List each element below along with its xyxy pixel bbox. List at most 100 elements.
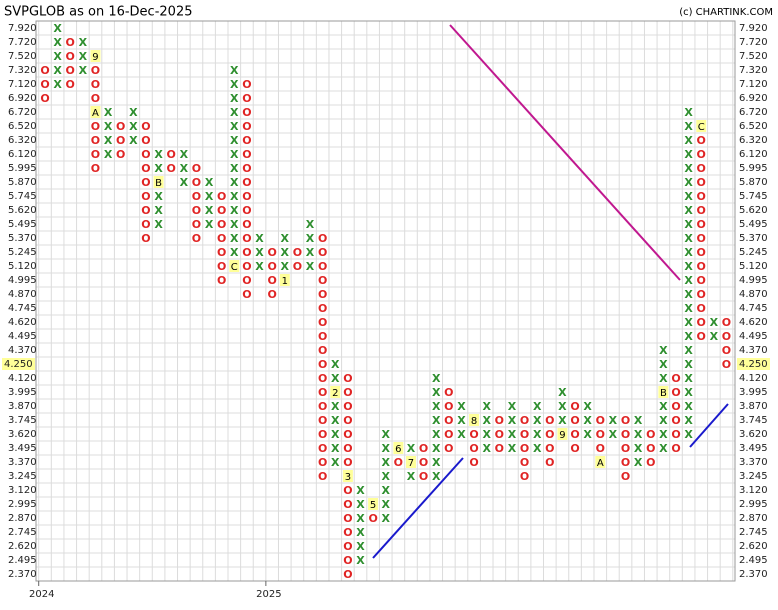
o-cell: O [570, 414, 579, 427]
o-cell: O [318, 470, 327, 483]
o-cell: O [671, 442, 680, 455]
o-cell: O [116, 120, 125, 133]
x-cell: X [634, 414, 643, 427]
month-marker: 6 [395, 444, 401, 455]
month-marker: 1 [282, 276, 288, 287]
x-cell: X [432, 400, 441, 413]
y-tick-label: 3.245 [8, 471, 37, 482]
y-tick-label: 5.870 [739, 177, 768, 188]
o-cell: O [596, 428, 605, 441]
o-cell: O [267, 274, 276, 287]
o-cell: O [242, 190, 251, 203]
x-cell: X [407, 442, 416, 455]
o-cell: O [722, 358, 731, 371]
o-cell: O [697, 246, 706, 259]
o-cell: O [621, 428, 630, 441]
x-cell: X [356, 498, 365, 511]
plot-frame [35, 20, 736, 582]
o-cell: O [217, 260, 226, 273]
o-cell: O [570, 428, 579, 441]
x-cell: X [129, 134, 138, 147]
y-tick-label: 5.620 [739, 205, 768, 216]
x-cell: X [230, 232, 239, 245]
x-cell: X [684, 232, 693, 245]
y-tick-label: 6.920 [8, 93, 37, 104]
o-cell: O [217, 190, 226, 203]
x-cell: X [684, 120, 693, 133]
x-cell: X [684, 414, 693, 427]
x-cell: X [457, 400, 466, 413]
x-cell: X [205, 176, 214, 189]
x-cell: X [659, 442, 668, 455]
month-marker-box [557, 428, 568, 440]
column: XXX [583, 400, 592, 441]
x-cell: X [432, 442, 441, 455]
y-tick-label: 3.745 [739, 415, 768, 426]
column: XX [710, 316, 719, 343]
x-cell: X [154, 218, 163, 231]
x-cell: X [79, 50, 88, 63]
y-tick-label: 6.120 [739, 149, 768, 160]
y-tick-label: 3.745 [8, 415, 37, 426]
o-cell: O [469, 428, 478, 441]
y-tick-label: 4.120 [739, 373, 768, 384]
y-tick-label: 5.995 [8, 163, 37, 174]
x-cell: X [230, 120, 239, 133]
o-cell: O [192, 204, 201, 217]
o-cell: O [697, 302, 706, 315]
resistance-line [449, 24, 681, 281]
o-cell: O [242, 274, 251, 287]
o-cell: O [66, 50, 75, 63]
o-cell: O [192, 190, 201, 203]
month-marker: 9 [92, 52, 98, 63]
o-cell: O [671, 414, 680, 427]
y-tick-label: 6.720 [739, 107, 768, 118]
x-cell: X [255, 260, 264, 273]
x-cell: X [104, 106, 113, 119]
month-marker-box [342, 470, 353, 482]
y-tick-label: 6.720 [8, 107, 37, 118]
x-cell: X [659, 428, 668, 441]
o-cell: O [495, 414, 504, 427]
x-cell: X [230, 162, 239, 175]
column: 6O [393, 442, 404, 469]
o-cell: O [242, 246, 251, 259]
y-tick-label: 6.320 [8, 135, 37, 146]
y-tick-label: 4.870 [739, 289, 768, 300]
x-cell: X [306, 246, 315, 259]
o-cell: O [419, 442, 428, 455]
y-tick-label: 3.245 [739, 471, 768, 482]
y-tick-label: 6.320 [739, 135, 768, 146]
o-cell: O [40, 78, 49, 91]
o-cell: O [646, 428, 655, 441]
month-marker: 3 [345, 472, 351, 483]
columns: OOOXXXXXOOOOXXX9OOOAOOOOXXXXOOOXXXOOOOOO… [40, 22, 731, 581]
x-cell: X [306, 260, 315, 273]
x-cell: X [381, 442, 390, 455]
x-cell: X [79, 64, 88, 77]
x-cell: X [533, 428, 542, 441]
o-cell: O [697, 316, 706, 329]
y-tick-label: 7.320 [8, 65, 37, 76]
o-cell: O [167, 162, 176, 175]
o-cell: O [217, 246, 226, 259]
o-cell: O [697, 162, 706, 175]
o-cell: O [368, 512, 377, 525]
month-marker: B [155, 178, 162, 189]
x-cell: X [659, 414, 668, 427]
chart-title: SVPGLOB as on 16-Dec-2025 [4, 5, 192, 20]
month-marker-box [90, 106, 101, 118]
x-cell: X [205, 218, 214, 231]
x-cell: X [381, 456, 390, 469]
y-tick-label: 7.720 [8, 37, 37, 48]
